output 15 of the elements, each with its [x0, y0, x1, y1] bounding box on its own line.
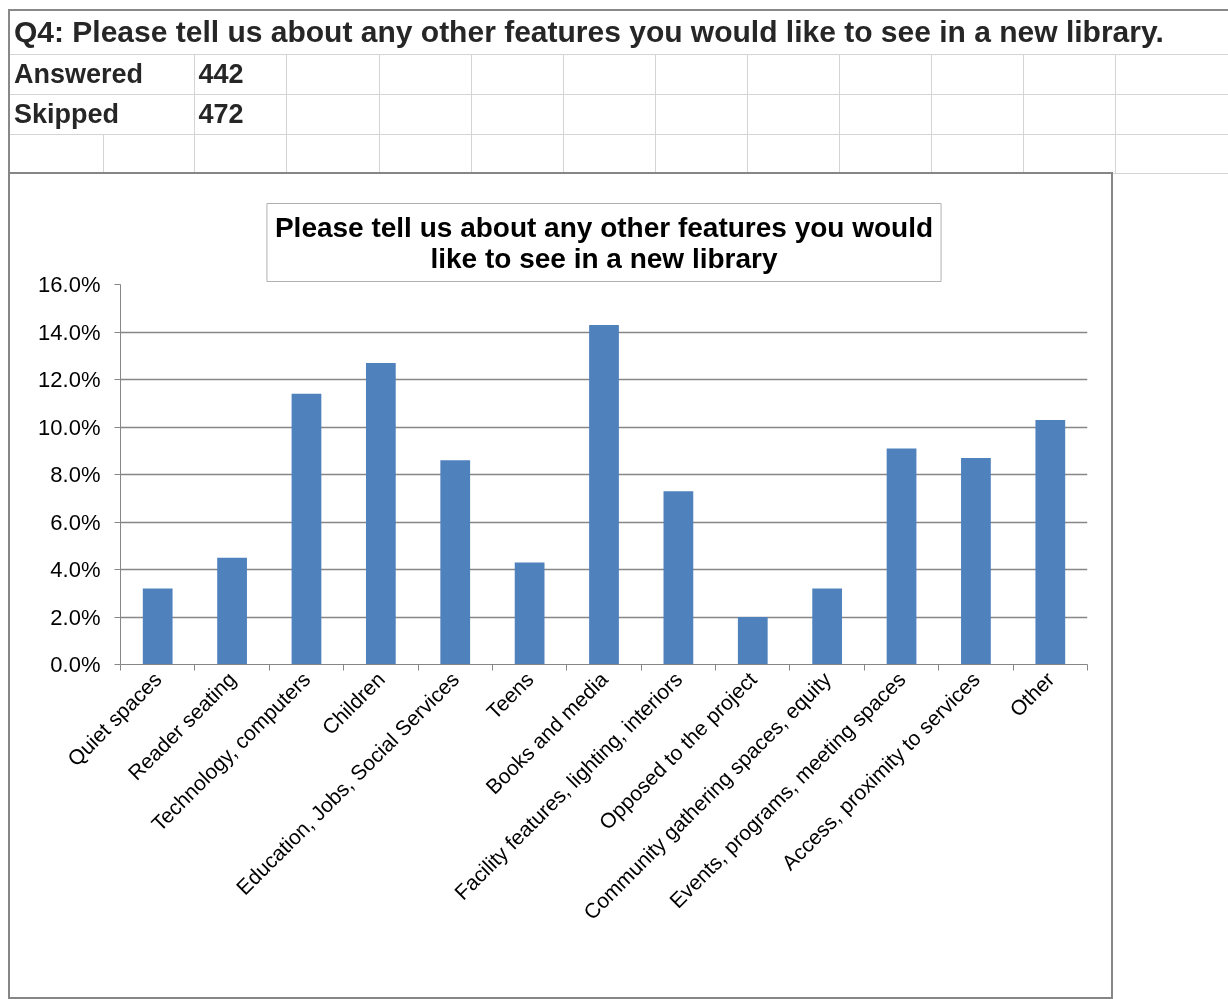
text: Answered: [9, 54, 194, 95]
y-tick-label: 10.0%: [38, 414, 101, 440]
text: Skipped: [9, 94, 194, 135]
chart-title: Q4: Please tell us about any other features you would like to see in a new library.: [9, 10, 1228, 55]
y-tick-label: 0.0%: [50, 652, 101, 677]
y-tick-label: 2.0%: [50, 604, 101, 630]
chart-subtitle: Please tell us about any other features you would like to see in a new library: [274, 211, 934, 274]
y-tick-label: 6.0%: [50, 509, 101, 535]
y-tick-label: 16.0%: [38, 272, 101, 297]
text: 472: [194, 94, 286, 135]
y-tick-label: 14.0%: [38, 319, 101, 345]
text: 442: [194, 54, 286, 95]
y-tick-label: 4.0%: [50, 557, 101, 582]
y-tick-label: 12.0%: [38, 367, 101, 392]
y-tick-label: 8.0%: [50, 462, 101, 487]
